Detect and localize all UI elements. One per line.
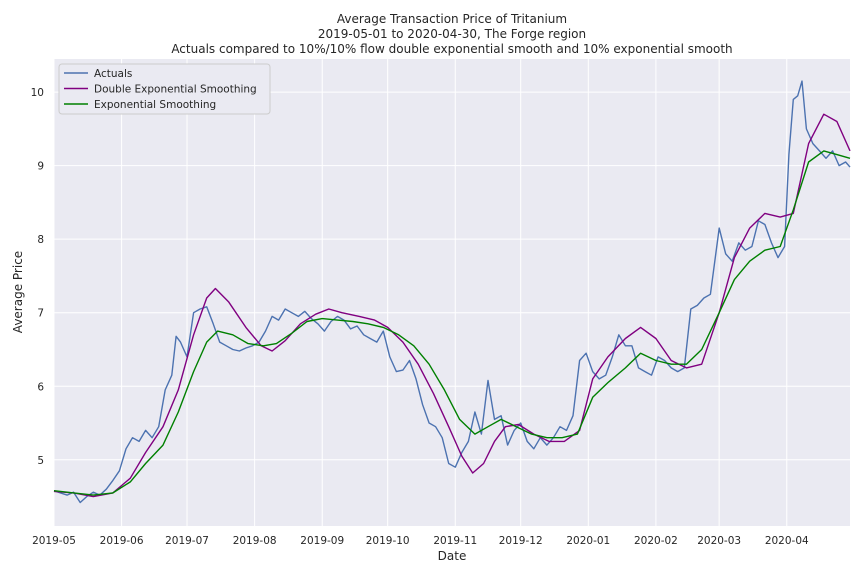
- legend: Actuals Double Exponential Smoothing Expon…: [58, 63, 271, 115]
- chart-title-line-1: Average Transaction Price of Tritanium: [337, 12, 567, 26]
- legend-label-exp-smoothing: Exponential Smoothing: [94, 99, 216, 111]
- legend-label-double-exp-smoothing: Double Exponential Smoothing: [94, 84, 257, 96]
- chart-title-line-2: 2019-05-01 to 2020-04-30, The Forge regi…: [318, 27, 586, 41]
- chart-title-line-3: Actuals compared to 10%/10% flow double …: [171, 42, 732, 56]
- x-tick-label-0: 2019-05: [32, 535, 76, 547]
- x-axis-label: Date: [438, 549, 467, 563]
- legend-label-actuals: Actuals: [94, 68, 132, 80]
- series-line-actuals: [53, 80, 851, 504]
- x-gridlines: [53, 59, 788, 526]
- x-tick-label-6: 2019-11: [433, 535, 477, 547]
- y-tick-labels: 5 6 7 8 9 10: [31, 87, 45, 467]
- y-tick-label-3: 8: [37, 234, 44, 246]
- x-tick-label-3: 2019-08: [233, 535, 277, 547]
- x-tick-label-2: 2019-07: [165, 535, 209, 547]
- x-tick-label-9: 2020-02: [634, 535, 678, 547]
- x-tick-label-4: 2019-09: [300, 535, 344, 547]
- legend-box: [58, 63, 271, 115]
- x-tick-label-8: 2020-01: [566, 535, 610, 547]
- x-tick-label-1: 2019-06: [100, 535, 144, 547]
- x-tick-labels: 2019-05 2019-06 2019-07 2019-08 2019-09 2019-…: [32, 535, 809, 547]
- y-axis-label: Average Price: [11, 251, 25, 333]
- y-gridlines: [54, 91, 850, 461]
- x-tick-label-7: 2019-12: [499, 535, 543, 547]
- series-layer: [53, 80, 851, 504]
- plot-area: [54, 59, 850, 526]
- x-tick-label-10: 2020-03: [697, 535, 741, 547]
- x-tick-label-5: 2019-10: [366, 535, 410, 547]
- series-line-exp-smoothing: [53, 150, 851, 496]
- y-tick-label-1: 6: [37, 381, 44, 393]
- x-tick-label-11: 2020-04: [765, 535, 809, 547]
- y-tick-label-5: 10: [31, 87, 44, 99]
- y-tick-label-2: 7: [37, 308, 44, 320]
- y-tick-label-0: 5: [37, 455, 44, 467]
- y-tick-label-4: 9: [37, 161, 44, 173]
